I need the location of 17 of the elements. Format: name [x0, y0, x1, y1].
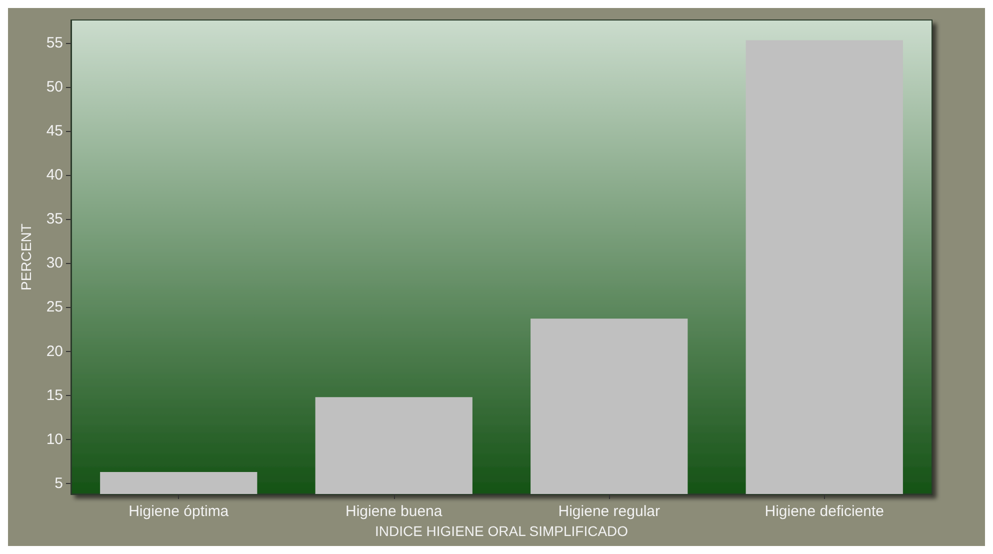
x-axis-title: INDICE HIGIENE ORAL SIMPLIFICADO	[374, 522, 628, 539]
y-tick-label: 25	[46, 298, 63, 316]
x-tick-label: Higiene deficiente	[764, 503, 884, 520]
y-tick-label: 5	[54, 474, 63, 492]
y-tick-label: 50	[46, 78, 63, 96]
y-tick-label: 10	[46, 430, 63, 448]
y-tick-label: 45	[46, 122, 63, 140]
y-tick-label: 55	[46, 34, 63, 52]
y-tick-label: 20	[46, 342, 63, 360]
x-tick-label: Higiene buena	[346, 503, 443, 520]
y-tick-label: 35	[46, 210, 63, 228]
y-tick-label: 30	[46, 254, 63, 272]
y-axis-title: PERCENT	[18, 223, 34, 290]
x-tick-label: Higiene óptima	[128, 503, 230, 520]
y-tick-label: 15	[46, 386, 63, 404]
y-tick-label: 40	[46, 166, 63, 184]
x-tick-label: Higiene regular	[558, 503, 660, 520]
